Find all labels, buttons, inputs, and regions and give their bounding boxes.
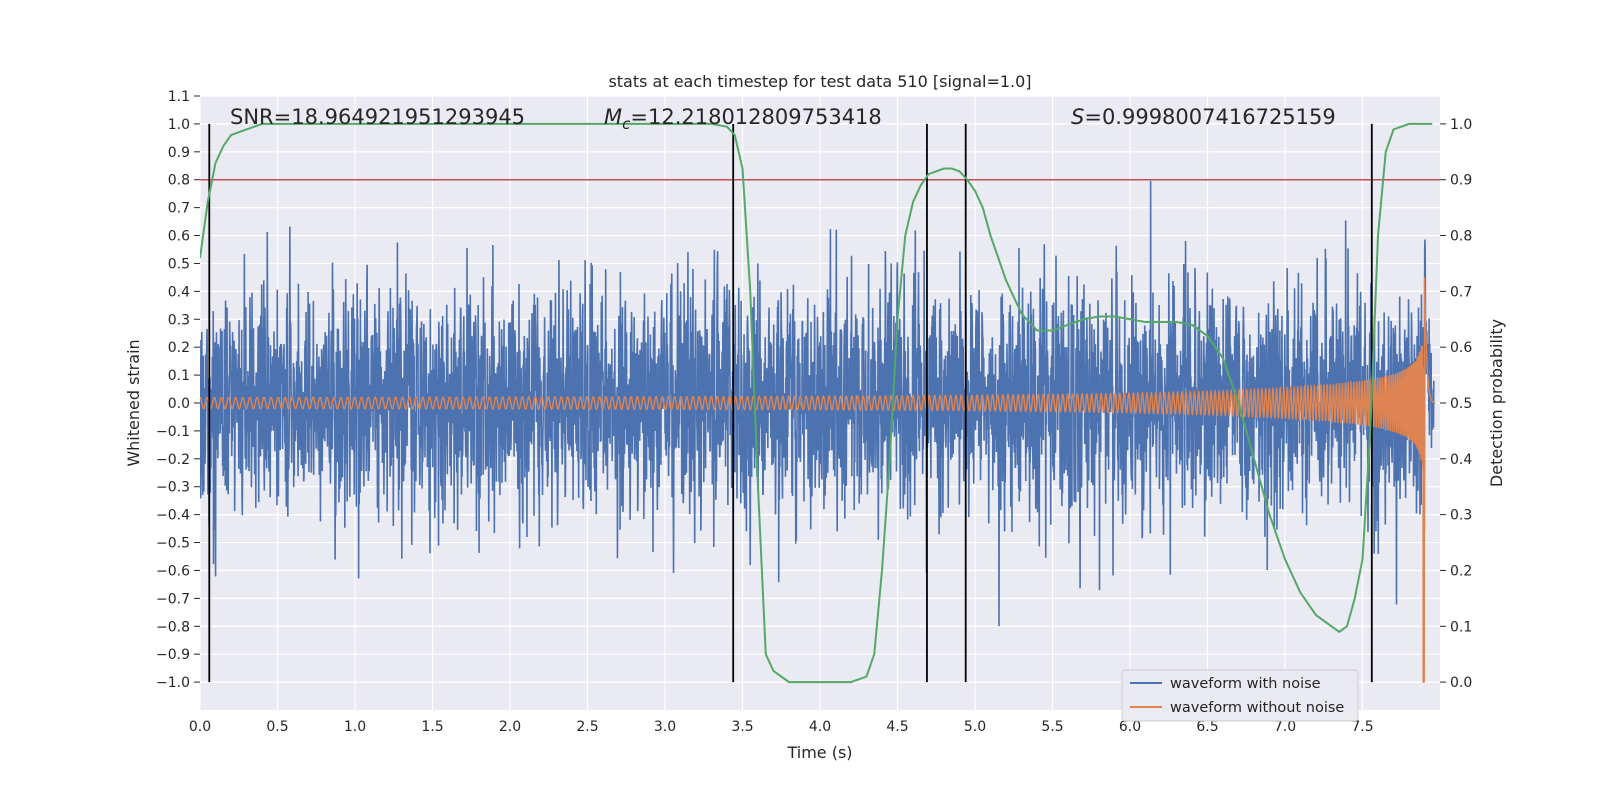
y-right-tick-label-4: 0.6 (1450, 340, 1472, 356)
y-left-tick-label-5: 0.6 (168, 229, 190, 245)
legend-box (1121, 669, 1359, 722)
y-left-tick-label-14: −0.3 (156, 480, 190, 496)
legend: waveform with noise waveform without noi… (1121, 669, 1359, 722)
mc-symbol: M (604, 105, 622, 129)
y-left-tick-label-12: −0.1 (156, 424, 190, 440)
x-tick-label-10: 5.0 (964, 719, 986, 735)
series-layer (200, 122, 1440, 684)
x-tick-label-8: 4.0 (809, 719, 831, 735)
y-right-tick-label-0: 1.0 (1450, 117, 1472, 133)
score-annotation: S=0.9998007416725159 (1071, 105, 1336, 129)
y-left-tick-label-19: −0.8 (156, 619, 190, 635)
x-tick-label-0: 0.0 (189, 719, 211, 735)
mc-subscript: c (622, 115, 631, 133)
y-left-tick-label-20: −0.9 (156, 647, 190, 663)
x-tick-label-1: 0.5 (266, 719, 288, 735)
y-left-tick-label-9: 0.2 (168, 340, 190, 356)
series-waveform-without-noise (200, 277, 1436, 683)
mc-value: =12.218012809753418 (630, 105, 881, 129)
y-left-tick-label-0: 1.1 (168, 89, 190, 105)
tick-layer: 0.0 0.5 1.0 1.5 2.0 2.5 3.0 3.5 4.0 4.5 5.0 5.5 6.0 6… (156, 89, 1472, 735)
x-axis-label: Time (s) (786, 743, 852, 762)
x-tick-label-9: 4.5 (886, 719, 908, 735)
x-tick-label-11: 5.5 (1041, 719, 1063, 735)
y-right-tick-label-1: 0.9 (1450, 173, 1472, 189)
x-tick-label-7: 3.5 (731, 719, 753, 735)
legend-label-clean: waveform without noise (1170, 700, 1344, 716)
x-tick-label-2: 1.0 (344, 719, 366, 735)
y-left-tick-label-17: −0.6 (156, 563, 190, 579)
y-right-tick-label-7: 0.3 (1450, 508, 1472, 524)
series-detection-probability (200, 122, 1433, 684)
series-waveform-with-noise (200, 180, 1435, 627)
x-tick-label-6: 3.0 (654, 719, 676, 735)
s-value: =0.9998007416725159 (1084, 105, 1335, 129)
y-left-tick-label-6: 0.5 (168, 256, 190, 272)
y-left-tick-label-13: −0.2 (156, 452, 190, 468)
x-tick-label-12: 6.0 (1119, 719, 1141, 735)
y-right-tick-label-5: 0.5 (1450, 396, 1472, 412)
y-left-tick-label-16: −0.5 (156, 536, 190, 552)
y-right-tick-label-6: 0.4 (1450, 452, 1472, 468)
y-left-tick-label-21: −1.0 (156, 675, 190, 691)
y-right-tick-label-10: 0.0 (1450, 675, 1472, 691)
x-tick-label-15: 7.5 (1351, 719, 1373, 735)
y-axis-label-left: Whitened strain (124, 339, 143, 466)
y-left-tick-label-7: 0.4 (168, 284, 190, 300)
y-axis-label-right: Detection probability (1487, 319, 1506, 487)
y-right-tick-label-9: 0.1 (1450, 619, 1472, 635)
y-left-tick-label-4: 0.7 (168, 201, 190, 217)
x-tick-label-13: 6.5 (1196, 719, 1218, 735)
x-tick-label-3: 1.5 (421, 719, 443, 735)
chart-title: stats at each timestep for test data 510… (608, 72, 1031, 91)
y-right-tick-label-3: 0.7 (1450, 284, 1472, 300)
y-left-tick-label-8: 0.3 (168, 312, 190, 328)
snr-annotation: SNR=18.964921951293945 (230, 105, 525, 129)
y-left-tick-label-10: 0.1 (168, 368, 190, 384)
x-tick-label-14: 7.0 (1274, 719, 1296, 735)
x-tick-label-5: 2.5 (576, 719, 598, 735)
s-symbol: S (1071, 105, 1084, 129)
y-left-tick-label-2: 0.9 (168, 145, 190, 161)
y-left-tick-label-1: 1.0 (168, 117, 190, 133)
y-right-tick-label-2: 0.8 (1450, 229, 1472, 245)
y-right-tick-label-8: 0.2 (1450, 563, 1472, 579)
x-tick-label-4: 2.0 (499, 719, 521, 735)
chirp-mass-annotation: Mc=12.218012809753418 (604, 105, 882, 133)
legend-label-noise: waveform with noise (1170, 676, 1321, 692)
y-left-tick-label-3: 0.8 (168, 173, 190, 189)
y-left-tick-label-15: −0.4 (156, 508, 190, 524)
y-left-tick-label-11: 0.0 (168, 396, 190, 412)
y-left-tick-label-18: −0.7 (156, 591, 190, 607)
